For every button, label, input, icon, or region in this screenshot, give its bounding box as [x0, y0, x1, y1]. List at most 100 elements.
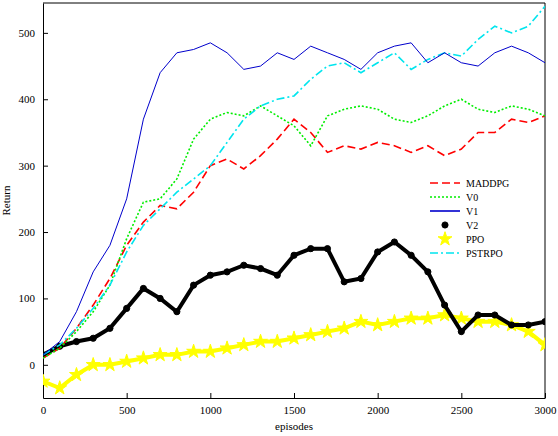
legend-item: PSTRPO [430, 248, 503, 259]
marker [174, 309, 180, 315]
marker [237, 338, 251, 351]
legend-label: V2 [466, 220, 478, 231]
tick: 200 [19, 226, 49, 238]
marker [136, 351, 150, 364]
marker [274, 272, 280, 278]
marker [241, 262, 247, 268]
series-line [43, 242, 545, 355]
marker [224, 269, 230, 275]
y-axis: 0100200300400500 [19, 4, 49, 399]
tick: 3000 [535, 393, 558, 416]
y-axis-title: Return [0, 185, 12, 215]
series-line [43, 6, 545, 355]
tick-label: 200 [19, 226, 36, 238]
tick: 100 [19, 292, 49, 304]
marker [270, 334, 284, 347]
marker [375, 249, 381, 255]
legend-label: PSTRPO [466, 248, 503, 259]
axis-line [43, 4, 44, 399]
marker [70, 367, 84, 380]
marker [442, 302, 448, 308]
tick-label: 0 [41, 404, 47, 416]
marker [203, 344, 217, 357]
marker [153, 348, 167, 361]
marker [107, 325, 113, 331]
tick-mark [43, 298, 48, 299]
marker [425, 269, 431, 275]
marker [421, 311, 435, 324]
marker [103, 357, 117, 370]
marker [86, 357, 100, 370]
marker [341, 279, 347, 285]
marker [408, 252, 414, 258]
tick: 2500 [451, 393, 474, 416]
marker [304, 328, 318, 341]
marker [337, 321, 351, 334]
tick-mark [43, 166, 48, 167]
series-group [43, 6, 545, 394]
tick-mark [127, 393, 128, 398]
legend-label: V1 [466, 206, 478, 217]
legend-label: MADDPG [466, 178, 509, 189]
marker [291, 252, 297, 258]
marker [321, 324, 335, 337]
tick: 1000 [200, 393, 223, 416]
series-line [43, 43, 545, 355]
tick: 500 [119, 393, 136, 416]
legend-symbol [430, 196, 460, 198]
tick-label: 2500 [451, 404, 474, 416]
tick-label: 500 [19, 27, 36, 39]
tick-label: 500 [119, 404, 136, 416]
marker [257, 265, 263, 271]
marker [492, 312, 498, 318]
marker [140, 285, 146, 291]
marker [458, 329, 464, 335]
tick: 0 [30, 359, 49, 371]
marker [207, 272, 213, 278]
tick-label: 2000 [367, 404, 390, 416]
tick-mark [43, 365, 48, 366]
tick-label: 1500 [284, 404, 307, 416]
legend-item: PPO [438, 232, 484, 245]
legend-label: PPO [466, 234, 484, 245]
tick: 2000 [367, 393, 390, 416]
frame [43, 3, 545, 398]
tick-mark [294, 393, 295, 398]
series-line [43, 99, 545, 358]
marker [358, 275, 364, 281]
marker [371, 318, 385, 331]
tick-label: 1000 [200, 404, 223, 416]
marker [542, 319, 545, 325]
marker [475, 312, 481, 318]
marker [525, 322, 531, 328]
tick-label: 0 [30, 359, 36, 371]
tick-label: 3000 [535, 404, 558, 416]
marker [254, 334, 268, 347]
x-axis-title: episodes [275, 420, 313, 432]
tick-mark [43, 232, 48, 233]
legend-symbol [442, 222, 448, 228]
tick-mark [378, 393, 379, 398]
legend-item: V0 [430, 192, 478, 203]
marker [324, 246, 330, 252]
marker [391, 239, 397, 245]
marker [308, 246, 314, 252]
marker [170, 348, 184, 361]
marker [287, 331, 301, 344]
x-axis: 0 500 1000 1500 2000 2500 3000 [41, 393, 557, 416]
plot: 0500100015002000250030000100200300400500… [19, 3, 558, 416]
tick-label: 300 [19, 160, 36, 172]
tick-mark [210, 393, 211, 398]
chart: 0500100015002000250030000100200300400500… [0, 0, 558, 436]
marker [191, 282, 197, 288]
legend-symbol [438, 232, 452, 245]
marker [220, 341, 234, 354]
axis-line [44, 398, 546, 399]
legend-symbol [430, 210, 460, 212]
marker [157, 295, 163, 301]
marker [120, 354, 134, 367]
legend-item: V2 [442, 220, 478, 231]
marker [124, 305, 130, 311]
marker [508, 322, 514, 328]
tick-mark [43, 33, 48, 34]
